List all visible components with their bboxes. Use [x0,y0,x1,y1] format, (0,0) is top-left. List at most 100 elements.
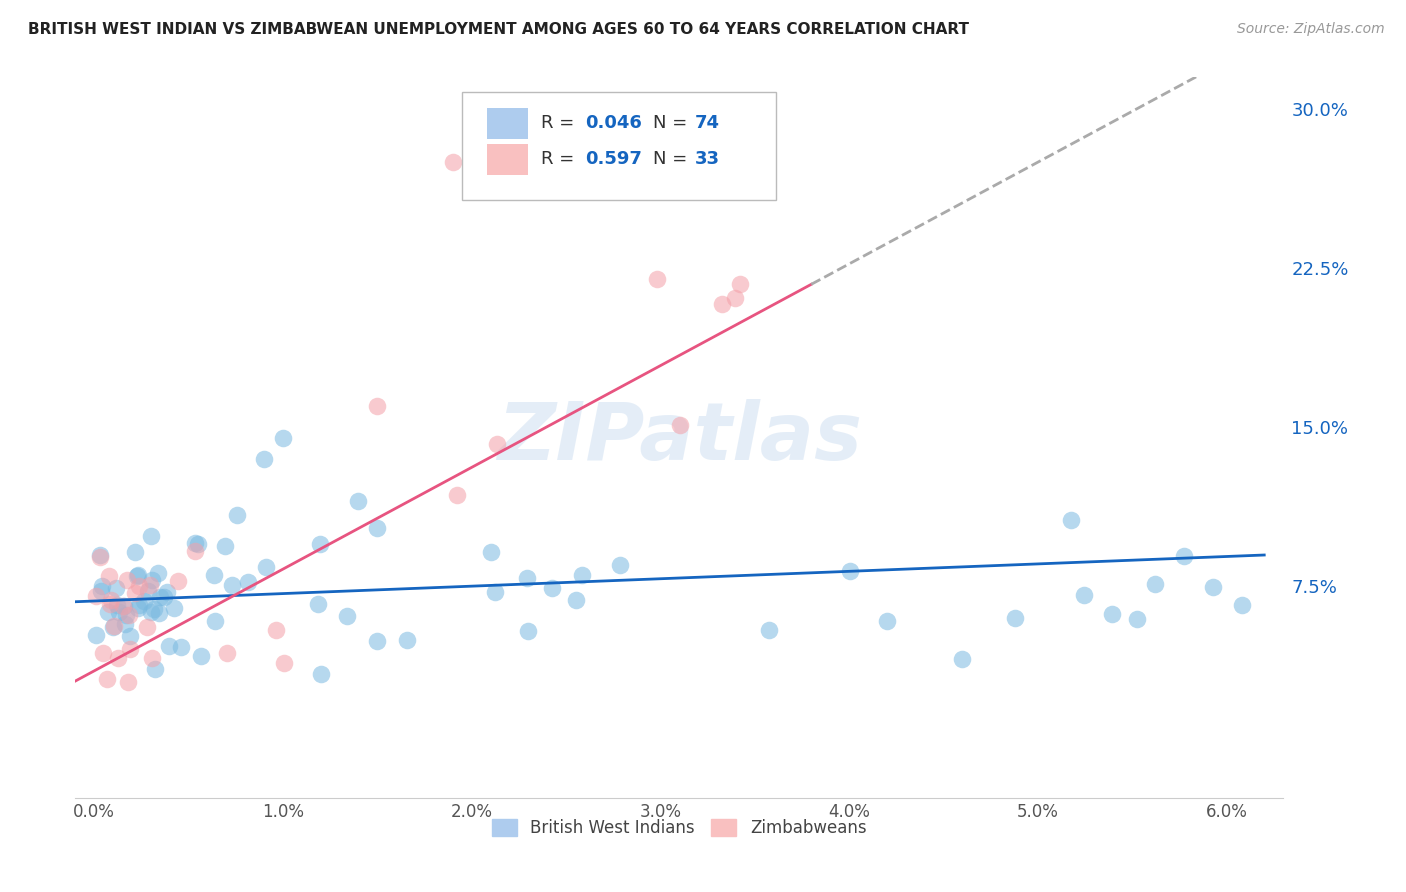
Point [516,624,538,639]
Point [115,573,138,587]
Point [101,620,124,634]
Point [115,608,138,623]
Text: 0.046: 0.046 [585,114,641,132]
Point [103,618,125,632]
Point [225,508,247,523]
Point [124,544,146,558]
Point [215,646,238,660]
Point [134,594,156,608]
Point [273,656,295,670]
Point [446,488,468,502]
Point [111,599,134,614]
Point [149,590,172,604]
Point [139,529,162,543]
Point [728,277,751,291]
Point [90,584,112,599]
Point [127,601,149,615]
Point [118,607,141,622]
Text: 74: 74 [695,114,720,132]
Point [125,569,148,583]
Point [124,586,146,600]
Point [156,585,179,599]
Point [169,640,191,654]
Point [100,593,122,607]
Point [128,598,150,612]
Point [307,597,329,611]
Point [1073,588,1095,602]
Point [516,571,538,585]
Point [395,633,418,648]
Point [541,581,564,595]
Point [104,582,127,596]
Text: ZIPatlas: ZIPatlas [496,399,862,477]
Point [98,569,121,583]
Point [271,431,294,445]
Point [167,574,190,588]
Point [669,418,692,433]
Point [96,673,118,687]
Text: R =: R = [541,114,581,132]
Point [1060,512,1083,526]
Point [254,560,277,574]
Point [253,452,276,467]
Point [98,597,121,611]
Point [190,648,212,663]
Point [484,585,506,599]
Point [309,537,332,551]
Point [141,650,163,665]
Point [1004,611,1026,625]
Point [838,564,860,578]
Point [138,578,160,592]
Point [1126,612,1149,626]
Point [96,605,118,619]
Point [266,623,288,637]
Point [1201,580,1223,594]
Point [202,568,225,582]
Point [758,623,780,637]
Point [127,568,149,582]
Text: 33: 33 [695,150,720,168]
Point [138,583,160,598]
Point [86,589,108,603]
Point [153,590,176,604]
Point [135,620,157,634]
Point [366,399,388,413]
Point [565,593,588,607]
Point [214,539,236,553]
Point [876,614,898,628]
Point [141,573,163,587]
Point [163,601,186,615]
FancyBboxPatch shape [486,108,529,139]
Point [1143,577,1166,591]
Point [187,536,209,550]
Point [142,602,165,616]
Point [950,651,973,665]
Point [441,155,464,169]
Point [114,616,136,631]
Point [148,606,170,620]
Point [86,628,108,642]
Point [89,549,111,564]
Point [90,579,112,593]
Point [118,641,141,656]
Point [117,674,139,689]
Text: Source: ZipAtlas.com: Source: ZipAtlas.com [1237,22,1385,37]
Point [139,606,162,620]
Point [107,606,129,620]
Point [204,614,226,628]
Point [1173,549,1195,563]
Point [91,646,114,660]
Text: BRITISH WEST INDIAN VS ZIMBABWEAN UNEMPLOYMENT AMONG AGES 60 TO 64 YEARS CORRELA: BRITISH WEST INDIAN VS ZIMBABWEAN UNEMPL… [28,22,969,37]
Point [336,608,359,623]
Point [609,558,631,572]
Point [485,437,508,451]
Point [184,535,207,549]
Text: N =: N = [652,150,693,168]
Point [236,574,259,589]
Point [184,544,207,558]
Point [711,297,734,311]
Point [112,599,135,613]
Point [1101,607,1123,622]
Point [107,651,129,665]
Point [89,549,111,563]
